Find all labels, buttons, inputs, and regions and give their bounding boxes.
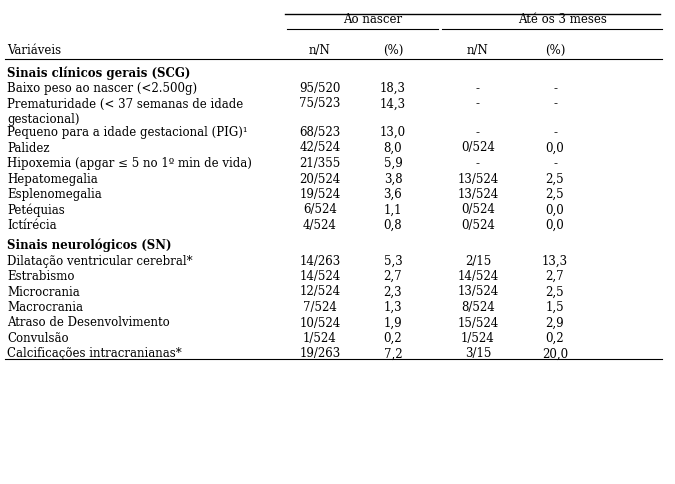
Text: 20,0: 20,0 bbox=[542, 348, 568, 361]
Text: 6/524: 6/524 bbox=[303, 203, 337, 216]
Text: -: - bbox=[476, 126, 480, 139]
Text: Macrocrania: Macrocrania bbox=[7, 301, 83, 314]
Text: 19/524: 19/524 bbox=[300, 188, 341, 201]
Text: Sinais clínicos gerais (SCG): Sinais clínicos gerais (SCG) bbox=[7, 66, 190, 79]
Text: 13,0: 13,0 bbox=[380, 126, 406, 139]
Text: 2/15: 2/15 bbox=[465, 255, 491, 268]
Text: 5,9: 5,9 bbox=[383, 157, 402, 170]
Text: 5,3: 5,3 bbox=[383, 255, 402, 268]
Text: 2,7: 2,7 bbox=[545, 270, 564, 283]
Text: Convulsão: Convulsão bbox=[7, 332, 69, 345]
Text: 0,0: 0,0 bbox=[545, 141, 564, 154]
Text: Hipoxemia (apgar ≤ 5 no 1º min de vida): Hipoxemia (apgar ≤ 5 no 1º min de vida) bbox=[7, 157, 252, 170]
Text: 2,5: 2,5 bbox=[545, 188, 564, 201]
Text: Sinais neurológicos (SN): Sinais neurológicos (SN) bbox=[7, 239, 171, 252]
Text: 1,3: 1,3 bbox=[383, 301, 402, 314]
Text: 2,5: 2,5 bbox=[545, 172, 564, 185]
Text: Calcificações intracranianas*: Calcificações intracranianas* bbox=[7, 348, 182, 361]
Text: 1/524: 1/524 bbox=[303, 332, 337, 345]
Text: 0,0: 0,0 bbox=[545, 219, 564, 232]
Text: Atraso de Desenvolvimento: Atraso de Desenvolvimento bbox=[7, 317, 169, 330]
Text: 19/263: 19/263 bbox=[300, 348, 341, 361]
Text: -: - bbox=[553, 82, 557, 95]
Text: 3,8: 3,8 bbox=[383, 172, 402, 185]
Text: 14/524: 14/524 bbox=[300, 270, 341, 283]
Text: 2,5: 2,5 bbox=[545, 286, 564, 299]
Text: 42/524: 42/524 bbox=[300, 141, 341, 154]
Text: Ictírécia: Ictírécia bbox=[7, 219, 57, 232]
Text: 18,3: 18,3 bbox=[380, 82, 406, 95]
Text: Ao nascer: Ao nascer bbox=[343, 13, 402, 26]
Text: -: - bbox=[553, 126, 557, 139]
Text: 2,9: 2,9 bbox=[545, 317, 564, 330]
Text: 13/524: 13/524 bbox=[458, 172, 499, 185]
Text: -: - bbox=[476, 97, 480, 110]
Text: 1,9: 1,9 bbox=[383, 317, 402, 330]
Text: Dilatação ventricular cerebral*: Dilatação ventricular cerebral* bbox=[7, 255, 192, 268]
Text: n/N: n/N bbox=[467, 44, 489, 57]
Text: 12/524: 12/524 bbox=[300, 286, 341, 299]
Text: 2,3: 2,3 bbox=[383, 286, 402, 299]
Text: 0,0: 0,0 bbox=[545, 203, 564, 216]
Text: 1,1: 1,1 bbox=[384, 203, 402, 216]
Text: 1,5: 1,5 bbox=[545, 301, 564, 314]
Text: 4/524: 4/524 bbox=[303, 219, 337, 232]
Text: 13/524: 13/524 bbox=[458, 188, 499, 201]
Text: 0,2: 0,2 bbox=[545, 332, 564, 345]
Text: Esplenomegalia: Esplenomegalia bbox=[7, 188, 102, 201]
Text: Variáveis: Variáveis bbox=[7, 44, 61, 57]
Text: 0/524: 0/524 bbox=[461, 141, 495, 154]
Text: Hepatomegalia: Hepatomegalia bbox=[7, 172, 98, 185]
Text: 10/524: 10/524 bbox=[300, 317, 341, 330]
Text: Microcrania: Microcrania bbox=[7, 286, 80, 299]
Text: 95/520: 95/520 bbox=[299, 82, 341, 95]
Text: 15/524: 15/524 bbox=[458, 317, 499, 330]
Text: 13/524: 13/524 bbox=[458, 286, 499, 299]
Text: -: - bbox=[553, 97, 557, 110]
Text: Estrabismo: Estrabismo bbox=[7, 270, 74, 283]
Text: 1/524: 1/524 bbox=[461, 332, 495, 345]
Text: Baixo peso ao nascer (<2.500g): Baixo peso ao nascer (<2.500g) bbox=[7, 82, 197, 95]
Text: (%): (%) bbox=[383, 44, 403, 57]
Text: 0/524: 0/524 bbox=[461, 219, 495, 232]
Text: Petéquias: Petéquias bbox=[7, 203, 65, 217]
Text: 0,8: 0,8 bbox=[383, 219, 402, 232]
Text: 14/524: 14/524 bbox=[458, 270, 499, 283]
Text: Pequeno para a idade gestacional (PIG)¹: Pequeno para a idade gestacional (PIG)¹ bbox=[7, 126, 248, 139]
Text: 20/524: 20/524 bbox=[300, 172, 341, 185]
Text: -: - bbox=[553, 157, 557, 170]
Text: 8,0: 8,0 bbox=[383, 141, 402, 154]
Text: -: - bbox=[476, 157, 480, 170]
Text: Até os 3 meses: Até os 3 meses bbox=[518, 13, 607, 26]
Text: 3/15: 3/15 bbox=[465, 348, 491, 361]
Text: -: - bbox=[476, 82, 480, 95]
Text: 7/524: 7/524 bbox=[303, 301, 337, 314]
Text: Prematuridade (< 37 semanas de idade
gestacional): Prematuridade (< 37 semanas de idade ges… bbox=[7, 97, 243, 126]
Text: 8/524: 8/524 bbox=[461, 301, 495, 314]
Text: 68/523: 68/523 bbox=[300, 126, 341, 139]
Text: 2,7: 2,7 bbox=[383, 270, 402, 283]
Text: 21/355: 21/355 bbox=[300, 157, 341, 170]
Text: 14/263: 14/263 bbox=[300, 255, 341, 268]
Text: 75/523: 75/523 bbox=[299, 97, 341, 110]
Text: (%): (%) bbox=[545, 44, 565, 57]
Text: 0/524: 0/524 bbox=[461, 203, 495, 216]
Text: n/N: n/N bbox=[309, 44, 331, 57]
Text: 7,2: 7,2 bbox=[383, 348, 402, 361]
Text: 3,6: 3,6 bbox=[383, 188, 402, 201]
Text: Palidez: Palidez bbox=[7, 141, 49, 154]
Text: 13,3: 13,3 bbox=[542, 255, 568, 268]
Text: 14,3: 14,3 bbox=[380, 97, 406, 110]
Text: 0,2: 0,2 bbox=[383, 332, 402, 345]
